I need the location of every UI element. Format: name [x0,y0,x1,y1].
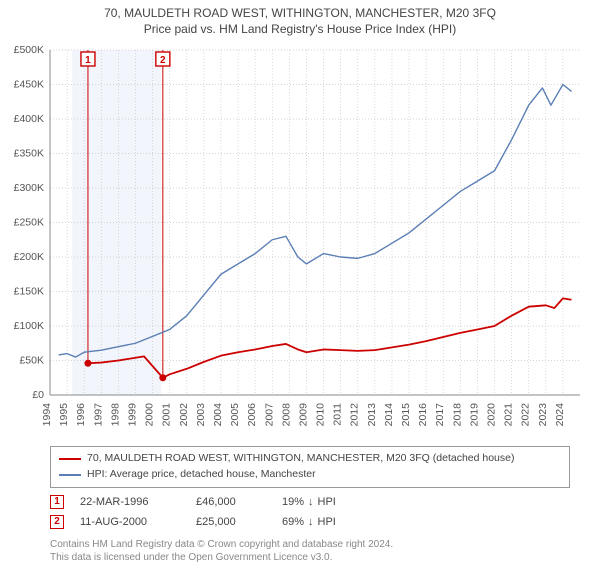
svg-text:£0: £0 [32,389,44,401]
arrow-down-icon: ↓ [308,496,314,508]
svg-text:2: 2 [160,55,166,66]
svg-text:£350K: £350K [14,148,44,160]
svg-text:2021: 2021 [503,403,515,427]
svg-text:2012: 2012 [349,403,361,427]
svg-text:£200K: £200K [14,251,44,263]
chart-svg: £0 £50K £100K £150K £200K £250K £300K £350K £400… [0,40,600,440]
event-pct-1: 19% [282,496,304,508]
svg-text:2015: 2015 [400,403,412,427]
svg-text:2018: 2018 [451,403,463,427]
svg-text:2010: 2010 [315,403,327,427]
event-num-1: 1 [54,496,60,507]
svg-text:2008: 2008 [280,403,292,427]
chart-area: £0 £50K £100K £150K £200K £250K £300K £350K £400… [0,40,600,440]
svg-text:2011: 2011 [332,403,344,426]
event-marker-2: 2 [50,515,64,529]
svg-text:£50K: £50K [19,355,44,367]
arrow-down-icon: ↓ [308,516,314,528]
event-date-1: 22-MAR-1996 [80,496,180,508]
svg-text:2002: 2002 [178,403,190,427]
svg-text:2024: 2024 [554,403,566,427]
event-price-2: £25,000 [196,516,266,528]
svg-text:2023: 2023 [537,403,549,427]
legend-swatch-hpi [59,474,81,476]
svg-text:2020: 2020 [486,403,498,427]
svg-text:2004: 2004 [212,403,224,427]
svg-text:2019: 2019 [468,403,480,427]
event-row-2: 2 11-AUG-2000 £25,000 69% ↓ HPI [50,512,570,532]
event-row-1: 1 22-MAR-1996 £46,000 19% ↓ HPI [50,492,570,512]
svg-text:2005: 2005 [229,403,241,427]
svg-text:2014: 2014 [383,403,395,427]
svg-text:1998: 1998 [109,403,121,427]
legend-label-property: 70, MAULDETH ROAD WEST, WITHINGTON, MANC… [87,451,515,467]
event-date-2: 11-AUG-2000 [80,516,180,528]
legend-item-hpi: HPI: Average price, detached house, Manc… [59,467,561,483]
svg-text:2000: 2000 [144,403,156,427]
svg-text:1997: 1997 [92,403,104,427]
svg-text:2006: 2006 [246,403,258,427]
svg-text:1995: 1995 [58,403,70,427]
legend-item-property: 70, MAULDETH ROAD WEST, WITHINGTON, MANC… [59,451,561,467]
event-pct-2: 69% [282,516,304,528]
svg-text:£100K: £100K [14,320,44,332]
svg-text:1: 1 [85,55,91,66]
legend-swatch-property [59,458,81,460]
event-ref-2: HPI [318,516,336,528]
svg-text:£500K: £500K [14,44,44,56]
svg-text:£150K: £150K [14,286,44,298]
event-delta-2: 69% ↓ HPI [282,516,336,528]
svg-text:2016: 2016 [417,403,429,427]
chart-title: 70, MAULDETH ROAD WEST, WITHINGTON, MANC… [0,0,600,20]
svg-text:£250K: £250K [14,217,44,229]
svg-text:2013: 2013 [366,403,378,427]
chart-subtitle: Price paid vs. HM Land Registry's House … [0,20,600,40]
event-num-2: 2 [54,516,60,527]
svg-text:1999: 1999 [126,403,138,427]
svg-text:2001: 2001 [161,403,173,427]
event-marker-1: 1 [50,495,64,509]
svg-text:2003: 2003 [195,403,207,427]
svg-text:2009: 2009 [297,403,309,427]
event-price-1: £46,000 [196,496,266,508]
svg-text:£450K: £450K [14,79,44,91]
event-ref-1: HPI [318,496,336,508]
legend-label-hpi: HPI: Average price, detached house, Manc… [87,467,316,483]
event-delta-1: 19% ↓ HPI [282,496,336,508]
events-table: 1 22-MAR-1996 £46,000 19% ↓ HPI 2 11-AUG… [50,492,570,532]
footer-line-1: Contains HM Land Registry data © Crown c… [50,538,570,551]
svg-text:2022: 2022 [520,403,532,427]
svg-text:2007: 2007 [263,403,275,427]
svg-text:1996: 1996 [75,403,87,427]
legend-box: 70, MAULDETH ROAD WEST, WITHINGTON, MANC… [50,446,570,488]
footer-line-2: This data is licensed under the Open Gov… [50,551,570,564]
svg-text:1994: 1994 [41,403,53,427]
svg-text:£300K: £300K [14,182,44,194]
svg-text:£400K: £400K [14,113,44,125]
svg-text:2017: 2017 [434,403,446,427]
